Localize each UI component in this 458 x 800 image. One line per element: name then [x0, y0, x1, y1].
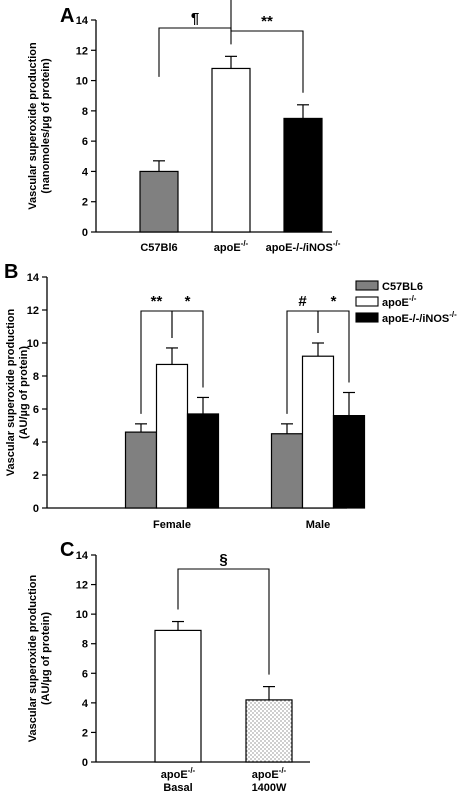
panel-letter: A — [60, 5, 74, 27]
y-tick-label: 10 — [76, 76, 88, 88]
y-tick-label: 2 — [82, 197, 88, 209]
category-label: 1400W — [252, 782, 287, 794]
significance-label: § — [219, 551, 227, 568]
y-tick-label: 12 — [76, 45, 88, 57]
bar — [245, 699, 293, 763]
significance-bracket — [171, 310, 204, 388]
significance-bracket — [158, 27, 232, 77]
legend-label: apoE-/-/iNOS-/- — [382, 310, 457, 325]
y-tick-label: 14 — [76, 550, 89, 562]
y-tick-label: 10 — [27, 338, 39, 350]
significance-bracket — [230, 0, 304, 93]
panel-a: A 0 2 4 6 8 10 12 14 Vascular superoxide producti… — [27, 0, 341, 254]
y-tick-label: 0 — [82, 757, 88, 769]
y-tick-label: 14 — [76, 15, 89, 27]
category-label: C57Bl6 — [140, 242, 177, 254]
panel-letter: C — [60, 539, 74, 561]
category-label: Male — [306, 519, 330, 531]
bar — [270, 433, 304, 509]
y-tick-label: 8 — [82, 639, 88, 651]
category-label: Female — [153, 519, 191, 531]
bar — [186, 413, 220, 509]
significance-label: ¶ — [191, 10, 199, 27]
significance-label: * — [185, 293, 191, 310]
y-tick-label: 8 — [33, 371, 39, 383]
y-axis-label: Vascular superoxide production(AU/µg of … — [5, 308, 30, 476]
panel-letter: B — [4, 261, 18, 283]
y-tick-label: 10 — [76, 609, 88, 621]
legend-swatch — [355, 312, 379, 323]
legend-swatch — [355, 296, 379, 307]
y-tick-label: 4 — [82, 698, 89, 710]
category-label: apoE-/-/iNOS-/- — [266, 239, 341, 254]
y-tick-label: 6 — [82, 668, 88, 680]
y-axis-label: Vascular superoxide production(AU/µg of … — [27, 574, 52, 742]
y-tick-label: 12 — [27, 305, 39, 317]
panel-c: C 0 2 4 6 8 10 12 14 Vascular superoxide producti… — [27, 539, 310, 794]
bar — [283, 117, 323, 233]
bar — [154, 629, 202, 763]
y-tick-label: 0 — [82, 227, 88, 239]
significance-bracket — [177, 568, 270, 675]
y-tick-label: 6 — [82, 136, 88, 148]
category-label: apoE-/- — [161, 766, 196, 781]
bar — [139, 170, 179, 233]
y-tick-label: 2 — [82, 727, 88, 739]
panel-b: B 0 2 4 6 8 10 12 14 Vascular superoxide producti… — [4, 261, 457, 531]
y-tick-label: 4 — [82, 166, 89, 178]
y-tick-label: 14 — [27, 272, 40, 284]
significance-label: ** — [261, 13, 273, 30]
legend-label: C57BL6 — [382, 281, 423, 293]
category-label: apoE-/- — [214, 239, 249, 254]
legend-label: apoE-/- — [382, 294, 417, 309]
y-tick-label: 12 — [76, 580, 88, 592]
category-label: Basal — [163, 782, 192, 794]
bar — [301, 355, 335, 509]
bar — [155, 363, 189, 509]
category-label: apoE-/- — [252, 766, 287, 781]
significance-label: * — [331, 293, 337, 310]
y-tick-label: 4 — [33, 437, 40, 449]
legend-swatch — [355, 280, 379, 291]
bar — [332, 415, 366, 509]
y-tick-label: 0 — [33, 503, 39, 515]
y-tick-label: 2 — [33, 470, 39, 482]
significance-bracket — [317, 310, 350, 383]
significance-label: ** — [151, 293, 163, 310]
y-axis-label: Vascular superoxide production(nanomoles… — [27, 42, 52, 210]
bar — [124, 431, 158, 509]
y-tick-label: 8 — [82, 106, 88, 118]
significance-label: # — [298, 293, 307, 310]
y-tick-label: 6 — [33, 404, 39, 416]
bar — [211, 67, 251, 233]
